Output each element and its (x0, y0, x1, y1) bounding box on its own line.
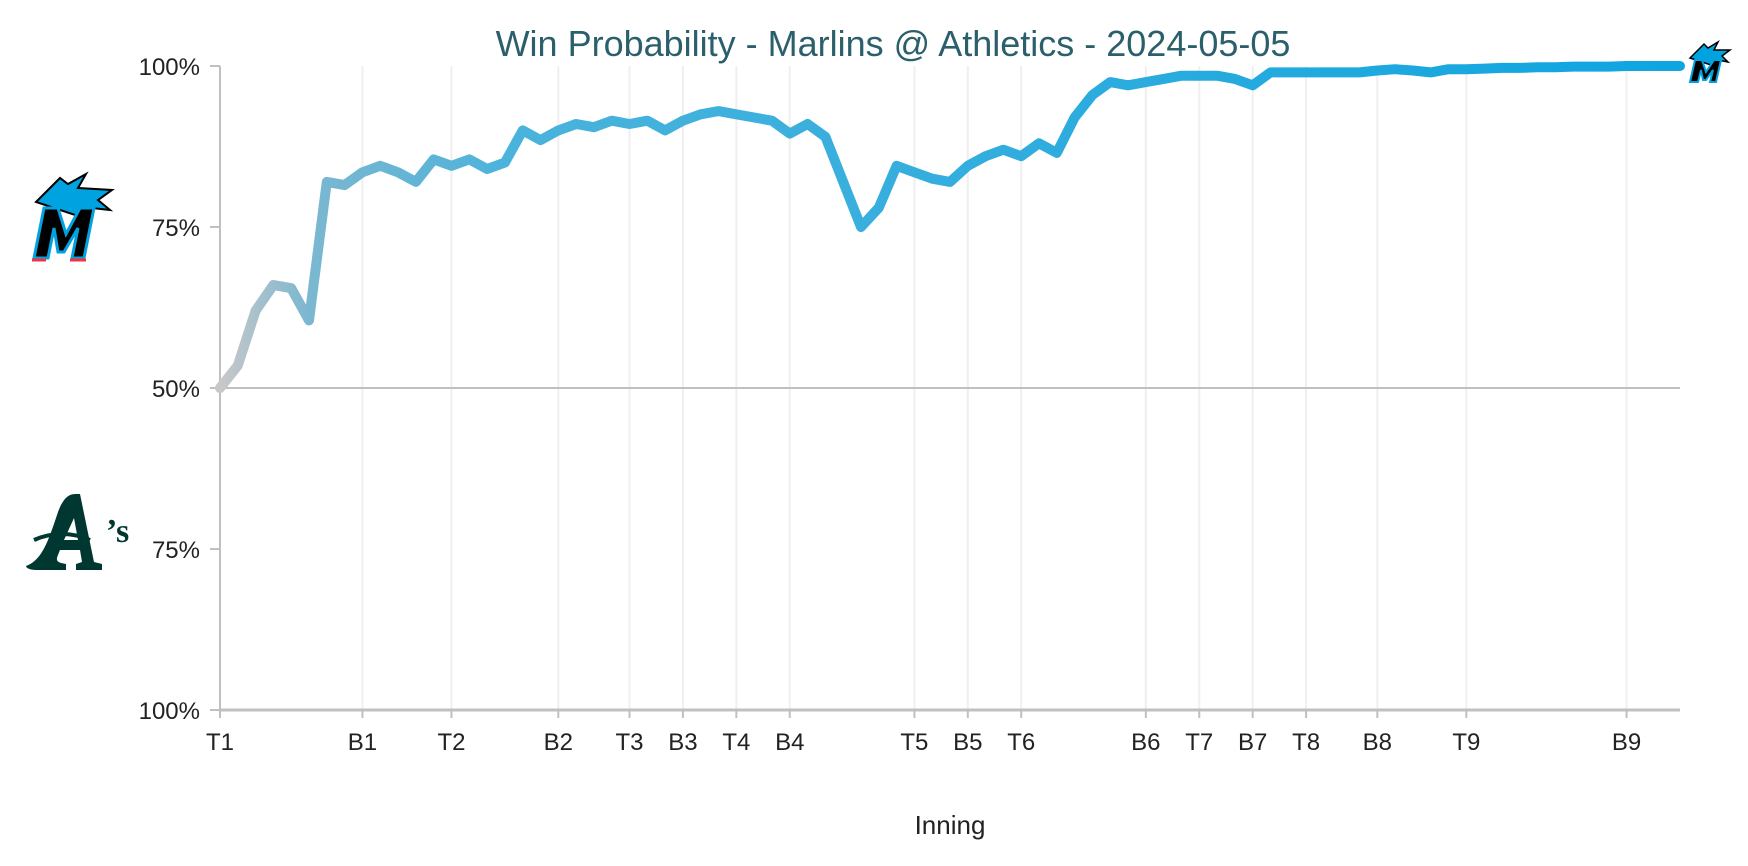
y-tick-label: 75% (152, 215, 200, 242)
svg-text:’s: ’s (106, 513, 129, 550)
x-tick-label: T8 (1292, 729, 1320, 756)
chart-title: Win Probability - Marlins @ Athletics - … (496, 23, 1291, 64)
y-tick-label: 100% (139, 698, 200, 725)
athletics-logo: ’s (26, 494, 129, 570)
y-tick-label: 50% (152, 376, 200, 403)
x-tick-label: B3 (668, 729, 697, 756)
x-tick-label: B1 (348, 729, 377, 756)
x-tick-label: B8 (1363, 729, 1392, 756)
x-tick-label: B9 (1612, 729, 1641, 756)
x-tick-label: T2 (437, 729, 465, 756)
x-axis-label: Inning (915, 810, 986, 840)
y-tick-label: 75% (152, 537, 200, 564)
marlins-end-logo (1688, 40, 1733, 83)
x-tick-label: T4 (722, 729, 750, 756)
x-tick-label: T7 (1185, 729, 1213, 756)
y-tick-label: 100% (139, 54, 200, 81)
x-tick-label: B5 (953, 729, 982, 756)
x-tick-label: T9 (1452, 729, 1480, 756)
x-tick-label: B2 (544, 729, 573, 756)
series-marlins (215, 61, 1685, 393)
marlins-logo (32, 171, 115, 262)
x-tick-label: T1 (206, 729, 234, 756)
x-tick-label: T6 (1007, 729, 1035, 756)
x-tick-label: T5 (900, 729, 928, 756)
win-probability-line (215, 61, 1685, 393)
x-axis-ticks: T1 B1 T2 B2 T3 B3 T4 B4 T5 B5 T6 B6 T7 B7 T8 B8 T9 B9 (206, 710, 1641, 756)
x-tick-label: T3 (616, 729, 644, 756)
y-axis-ticks: 100% 75% 50% 75% 100% (139, 54, 220, 725)
x-tick-label: B7 (1238, 729, 1267, 756)
x-tick-label: B6 (1131, 729, 1160, 756)
x-tick-label: B4 (775, 729, 804, 756)
